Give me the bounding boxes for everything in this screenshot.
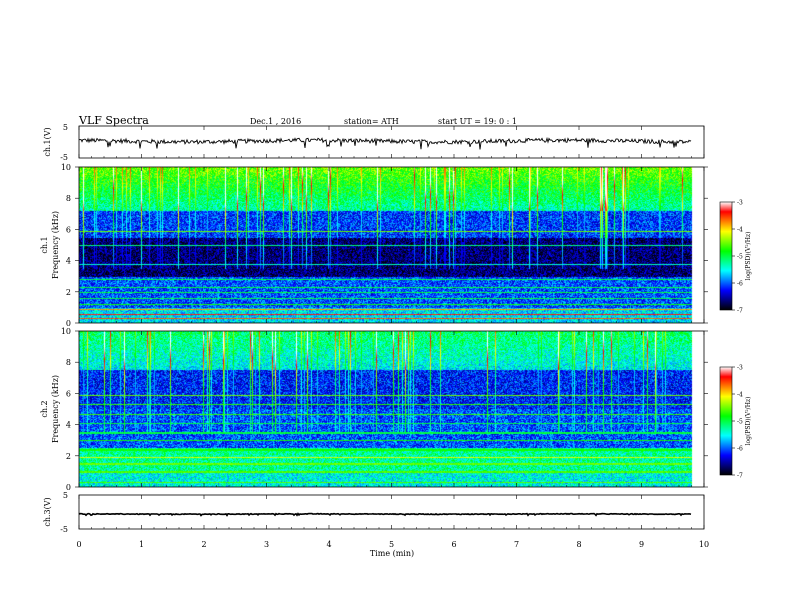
ch3-waveform-panel: 5 -5 ch.3(V): [43, 491, 705, 534]
ch1-spectrogram-heatmap: [79, 167, 704, 323]
ch2-spectrogram-heatmap: [79, 331, 704, 487]
date-label: Dec.1 , 2016: [250, 117, 301, 126]
ch3-waveform-line: [78, 512, 692, 517]
ch2-colorbar-ticks: -3 -4 -5 -6 -7: [732, 365, 743, 480]
ytick-label: 6: [66, 389, 71, 398]
colorbar-tick-label: -5: [737, 254, 743, 261]
xtick-label: 0: [76, 540, 81, 549]
time-axis: 0 1 2 3 4 5 6 7 8 9 10: [76, 126, 709, 549]
ch2-spectrogram-ylabel-frequency: Frequency (kHz): [51, 375, 60, 443]
ch1-colorbar: -3 -4 -5 -6 -7 log(PSD)(V²/Hz): [719, 200, 752, 315]
ch2-spectrogram-panel: 0 2 4 6 8 10 ch.2 Frequency (kHz): [40, 327, 708, 492]
colorbar-tick-label: -6: [737, 446, 743, 453]
ytick-label: 4: [66, 421, 71, 430]
ch1-colorbar-ticks: -3 -4 -5 -6 -7: [732, 200, 743, 315]
colorbar-tick-label: -6: [737, 281, 743, 288]
ytick-label: 8: [66, 194, 71, 203]
ch2-spectrogram-holder: [79, 331, 704, 487]
ch1-spectrogram-ylabel-frequency: Frequency (kHz): [51, 211, 60, 279]
ch2-colorbar-label: log(PSD)(V²/Hz): [745, 397, 752, 446]
ytick-label: 4: [66, 257, 71, 266]
ch1-spectrogram-holder: [79, 167, 704, 323]
ch2-spectrogram-ylabel-channel: ch.2: [40, 400, 49, 417]
ytick-label: 6: [66, 225, 71, 234]
ytick-label: 8: [66, 358, 71, 367]
xtick-label: 6: [451, 540, 456, 549]
colorbar-tick-label: -4: [737, 227, 743, 234]
ytick-label: 0: [66, 319, 71, 328]
ch1-colorbar-scale: [719, 201, 733, 311]
ytick-label: 10: [61, 163, 71, 172]
ch2-colorbar-scale: [719, 366, 733, 476]
xtick-label: 9: [639, 540, 644, 549]
ch1-spectrogram-panel: 0 2 4 6 8 10 ch.1 Frequency (kHz): [40, 163, 708, 328]
xtick-label: 10: [699, 540, 709, 549]
colorbar-tick-label: -7: [737, 473, 743, 480]
xtick-label: 3: [264, 540, 269, 549]
ytick-label: 2: [66, 452, 71, 461]
figure-title: VLF Spectra: [78, 114, 149, 127]
xtick-label: 4: [326, 540, 331, 549]
colorbar-tick-label: -4: [737, 392, 743, 399]
ch1-ytick-top: 5: [63, 123, 68, 132]
colorbar-tick-label: -3: [737, 200, 743, 207]
ch1-waveform-panel: 5 -5 ch.1(V): [43, 123, 705, 162]
colorbar-tick-label: -7: [737, 308, 743, 315]
ch3-waveform-frame: [78, 494, 705, 530]
time-axis-label: Time (min): [370, 549, 414, 558]
ch1-spectrogram-ylabel-channel: ch.1: [40, 236, 49, 253]
ch1-spectrogram-yticks: 0 2 4 6 8 10: [61, 163, 708, 328]
ch2-colorbar: -3 -4 -5 -6 -7 log(PSD)(V²/Hz): [719, 365, 752, 480]
ch2-spectrogram-yticks: 0 2 4 6 8 10: [61, 327, 708, 492]
ch1-waveform-line: [78, 136, 692, 150]
ytick-label: 10: [61, 327, 71, 336]
ch3-waveform-ylabel: ch.3(V): [43, 497, 52, 526]
start-time-label: start UT = 19: 0 : 1: [438, 117, 517, 126]
ch1-waveform-ylabel: ch.1(V): [43, 127, 52, 156]
ch1-colorbar-label: log(PSD)(V²/Hz): [745, 232, 752, 281]
ch1-ytick-bottom: -5: [60, 153, 68, 162]
xtick-label: 7: [514, 540, 519, 549]
ytick-label: 0: [66, 483, 71, 492]
ytick-label: 2: [66, 288, 71, 297]
xtick-label: 5: [389, 540, 394, 549]
xtick-label: 1: [139, 540, 144, 549]
station-label: station= ATH: [344, 117, 399, 126]
xtick-label: 2: [201, 540, 206, 549]
ch3-ytick-bottom: -5: [60, 525, 68, 534]
ch3-ytick-top: 5: [63, 491, 68, 500]
colorbar-tick-label: -5: [737, 419, 743, 426]
colorbar-tick-label: -3: [737, 365, 743, 372]
xtick-label: 8: [576, 540, 581, 549]
